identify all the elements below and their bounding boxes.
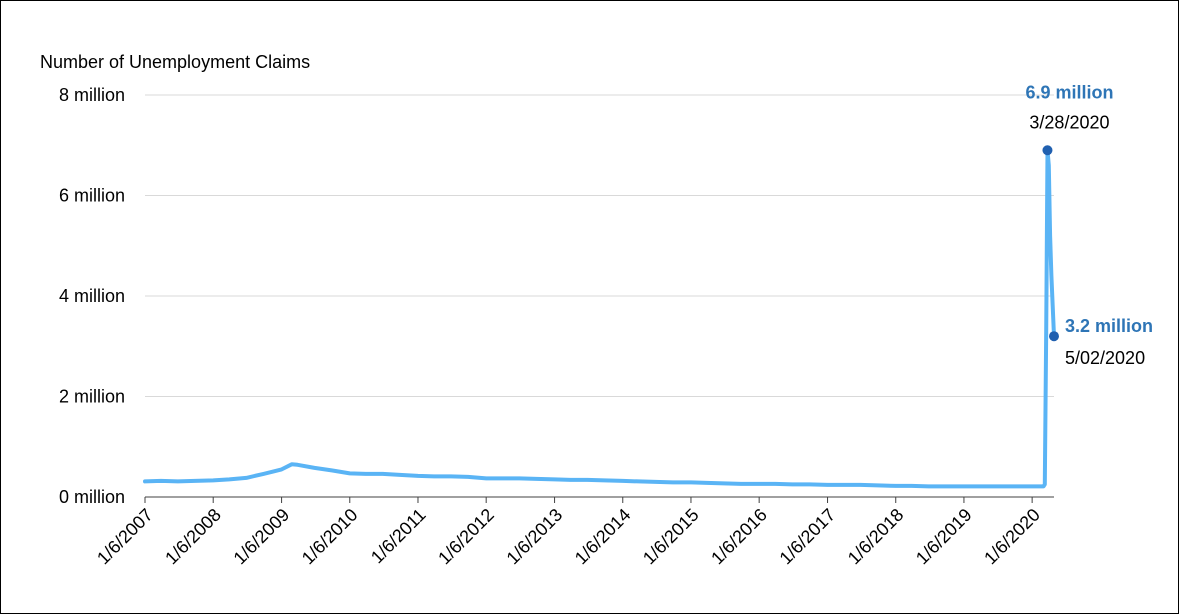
x-tick-label: 1/6/2010 (298, 505, 362, 569)
x-tick-label: 1/6/2016 (707, 505, 771, 569)
annotation-value-label: 6.9 million (1025, 82, 1113, 102)
claims-series-line (143, 148, 1056, 489)
x-tick-label: 1/6/2017 (776, 505, 840, 569)
y-tick-label: 6 million (59, 186, 125, 206)
x-tick-label: 1/6/2009 (230, 505, 294, 569)
annotation-point (1049, 331, 1059, 342)
x-tick-label: 1/6/2014 (571, 505, 635, 569)
x-tick-label: 1/6/2018 (844, 505, 908, 569)
x-tick-label: 1/6/2007 (93, 505, 157, 569)
x-tick-label: 1/6/2019 (912, 505, 976, 569)
y-tick-labels: 0 million 2 million 4 million 6 million 8 mi… (59, 85, 125, 507)
gridlines (145, 94, 1054, 397)
x-tick-label: 1/6/2013 (503, 505, 567, 569)
annotations-layer: 6.9 million 3/28/2020 3.2 million 5/02/2020 (1025, 82, 1153, 368)
annotation-date-label: 3/28/2020 (1029, 112, 1109, 132)
series-layer (143, 148, 1056, 489)
x-tick-label: 1/6/2020 (980, 505, 1044, 569)
x-tick-label: 1/6/2008 (161, 505, 225, 569)
x-axis: 1/6/2007 1/6/2008 1/6/2009 1/6/2010 1/6/2011… (93, 496, 1054, 569)
annotation-value-label: 3.2 million (1065, 316, 1153, 336)
y-tick-label: 0 million (59, 487, 125, 507)
annotation-point (1042, 145, 1053, 156)
x-tick-label: 1/6/2015 (639, 505, 703, 569)
y-axis-title: Number of Unemployment Claims (40, 52, 310, 72)
annotation-date-label: 5/02/2020 (1065, 348, 1145, 368)
y-tick-label: 8 million (59, 85, 125, 105)
y-tick-label: 2 million (59, 387, 125, 407)
x-tick-label: 1/6/2012 (434, 505, 498, 569)
y-tick-label: 4 million (59, 286, 125, 306)
x-tick-label: 1/6/2011 (367, 505, 430, 568)
